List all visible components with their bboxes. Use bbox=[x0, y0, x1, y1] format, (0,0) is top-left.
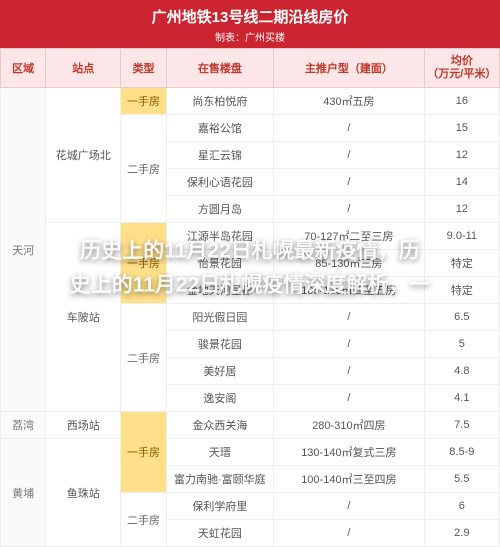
col-unit: 主推户型（建面） bbox=[274, 49, 425, 88]
table-header-row: 区域 站点 类型 在售楼盘 主推户型（建面） 均价 （万元/平米） bbox=[1, 49, 500, 88]
unit-cell: / bbox=[274, 520, 425, 547]
col-region: 区域 bbox=[1, 49, 46, 88]
project-cell: 骏景花园 bbox=[166, 331, 274, 358]
type-cell: 二手房 bbox=[121, 115, 166, 223]
project-cell: 星汇云锦 bbox=[166, 142, 274, 169]
station-cell: 西场站 bbox=[46, 412, 121, 439]
table-row: 荔湾 西场站 一手房 金众西关海 280-310㎡四房 7.5 bbox=[1, 412, 500, 439]
unit-cell: / bbox=[274, 196, 425, 223]
page-subtitle: 制表：广州买楼 bbox=[0, 29, 500, 44]
price-cell: 特定 bbox=[424, 250, 499, 277]
project-cell: 江源半岛花园 bbox=[166, 223, 274, 250]
project-cell: 保利心语花园 bbox=[166, 169, 274, 196]
unit-cell: / bbox=[274, 385, 425, 412]
unit-cell: 130-140㎡复式三房 bbox=[274, 439, 425, 466]
table-row: 车陂站 一手房 江源半岛花园 70-127㎡二至三房 9.0-11 bbox=[1, 223, 500, 250]
unit-cell: / bbox=[274, 115, 425, 142]
project-cell: 逸安阁 bbox=[166, 385, 274, 412]
project-cell: 尚东柏悦府 bbox=[166, 88, 274, 115]
price-cell: 2.9 bbox=[424, 520, 499, 547]
unit-cell: / bbox=[274, 331, 425, 358]
unit-cell: 105-130㎡四至五房 bbox=[274, 277, 425, 304]
unit-cell: 280-310㎡四房 bbox=[274, 412, 425, 439]
price-cell: 7.5 bbox=[424, 412, 499, 439]
page-header: 广州地铁13号线二期沿线房价 制表：广州买楼 bbox=[0, 0, 500, 48]
project-cell: 天瑨 bbox=[166, 439, 274, 466]
project-cell: 保利学府里 bbox=[166, 493, 274, 520]
project-cell: 天虹花园 bbox=[166, 520, 274, 547]
col-type: 类型 bbox=[121, 49, 166, 88]
unit-cell: / bbox=[274, 358, 425, 385]
price-cell: 16 bbox=[424, 88, 499, 115]
unit-cell: 100-140㎡三至四房 bbox=[274, 466, 425, 493]
price-cell: 9.0-11 bbox=[424, 223, 499, 250]
type-cell: 二手房 bbox=[121, 304, 166, 412]
unit-cell: 85-130㎡三房 bbox=[274, 250, 425, 277]
price-cell: 5 bbox=[424, 331, 499, 358]
col-project: 在售楼盘 bbox=[166, 49, 274, 88]
col-price: 均价 （万元/平米） bbox=[424, 49, 499, 88]
region-cell: 天河 bbox=[1, 88, 46, 412]
unit-cell: / bbox=[274, 304, 425, 331]
type-cell: 一手房 bbox=[121, 88, 166, 115]
price-cell: 6 bbox=[424, 493, 499, 520]
region-cell: 荔湾 bbox=[1, 412, 46, 439]
station-cell: 车陂站 bbox=[46, 223, 121, 412]
price-cell: 15 bbox=[424, 115, 499, 142]
project-cell: 金众西关海 bbox=[166, 412, 274, 439]
table-row: 黄埔 鱼珠站 天瑨 130-140㎡复式三房 8.5-9 bbox=[1, 439, 500, 466]
price-cell: 5.5 bbox=[424, 466, 499, 493]
unit-cell: 430㎡五房 bbox=[274, 88, 425, 115]
col-station: 站点 bbox=[46, 49, 121, 88]
price-cell: 8.5-9 bbox=[424, 439, 499, 466]
unit-cell: / bbox=[274, 142, 425, 169]
price-cell: 特定 bbox=[424, 277, 499, 304]
price-cell: 4.1 bbox=[424, 385, 499, 412]
project-cell: 嘉裕公馆 bbox=[166, 115, 274, 142]
price-cell: 14 bbox=[424, 169, 499, 196]
price-cell: 12 bbox=[424, 196, 499, 223]
station-cell: 鱼珠站 bbox=[46, 439, 121, 547]
price-cell: 12 bbox=[424, 142, 499, 169]
type-cell: 一手房 bbox=[121, 412, 166, 493]
project-cell: 怡景花园 bbox=[166, 250, 274, 277]
price-cell: 4.8 bbox=[424, 358, 499, 385]
project-cell: 阳光假日园 bbox=[166, 304, 274, 331]
page-title: 广州地铁13号线二期沿线房价 bbox=[0, 6, 500, 27]
region-cell: 黄埔 bbox=[1, 439, 46, 547]
price-table: 区域 站点 类型 在售楼盘 主推户型（建面） 均价 （万元/平米） 天河 花城广… bbox=[0, 48, 500, 547]
unit-cell: / bbox=[274, 169, 425, 196]
project-cell: 金地天河星都 bbox=[166, 277, 274, 304]
project-cell: 方圆月岛 bbox=[166, 196, 274, 223]
unit-cell: / bbox=[274, 493, 425, 520]
station-cell: 花城广场北 bbox=[46, 88, 121, 223]
project-cell: 富力南驰·富颐华庭 bbox=[166, 466, 274, 493]
type-cell: 二手房 bbox=[121, 493, 166, 547]
unit-cell: 70-127㎡二至三房 bbox=[274, 223, 425, 250]
price-cell: 6.5 bbox=[424, 304, 499, 331]
project-cell: 美好居 bbox=[166, 358, 274, 385]
type-cell: 一手房 bbox=[121, 223, 166, 304]
table-row: 天河 花城广场北 一手房 尚东柏悦府 430㎡五房 16 bbox=[1, 88, 500, 115]
